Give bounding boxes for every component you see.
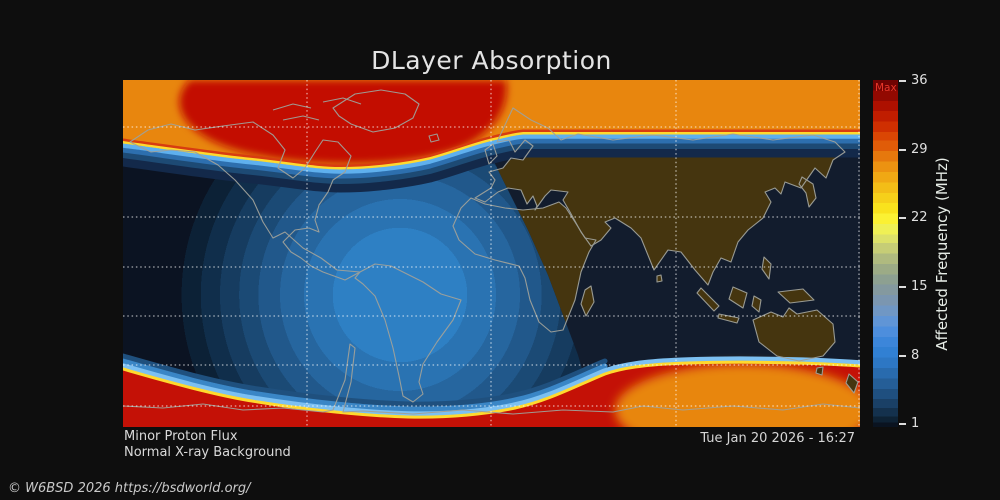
colorbar-tick-label: 29 xyxy=(911,142,928,157)
xray-background-status: Normal X-ray Background xyxy=(124,445,291,460)
copyright-notice: © W6BSD 2026 https://bsdworld.org/ xyxy=(8,481,251,496)
colorbar-tick-mark xyxy=(899,149,906,151)
colorbar-max-label: Max xyxy=(875,82,897,94)
colorbar-tick-mark xyxy=(899,355,906,357)
colorbar-tick-mark xyxy=(899,286,906,288)
graticule xyxy=(123,80,860,427)
colorbar-tick-mark xyxy=(899,423,906,425)
page-title: DLayer Absorption xyxy=(371,46,612,75)
colorbar-tick-label: 1 xyxy=(911,416,920,431)
colorbar-tick-label: 36 xyxy=(911,73,928,88)
colorbar xyxy=(873,80,898,427)
colorbar-tick-label: 8 xyxy=(911,348,920,363)
timestamp: Tue Jan 20 2026 - 16:27 xyxy=(700,431,855,446)
absorption-map-canvas xyxy=(123,80,871,456)
colorbar-tick-label: 15 xyxy=(911,279,928,294)
colorbar-axis-label: Affected Frequency (MHz) xyxy=(933,156,951,351)
proton-flux-status: Minor Proton Flux xyxy=(124,429,238,444)
colorbar-tick-mark xyxy=(899,217,906,219)
north-polar-red-blob xyxy=(179,80,507,164)
colorbar-tick-mark xyxy=(899,80,906,82)
colorbar-tick-label: 22 xyxy=(911,210,928,225)
world-map xyxy=(123,80,871,456)
